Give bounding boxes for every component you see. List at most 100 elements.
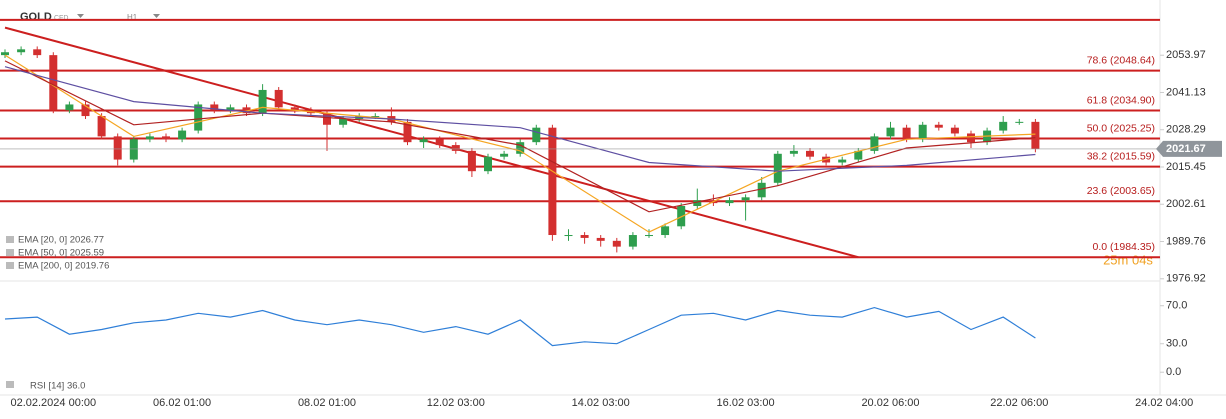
candle-body <box>65 104 74 111</box>
candle-body <box>323 113 331 125</box>
candle-body <box>435 139 444 146</box>
y-tick-label: 1976.92 <box>1166 273 1206 285</box>
ema-line <box>4 66 1036 172</box>
candle-body <box>532 127 541 143</box>
countdown: 25m 04s <box>1103 252 1153 267</box>
candle-body <box>290 107 299 111</box>
x-tick-label: 24.02 04:00 <box>1135 397 1193 409</box>
y-tick-label: 2002.61 <box>1166 198 1206 210</box>
legend-entry: RSI [14] 36.0 <box>30 381 85 392</box>
candle-body <box>33 49 42 56</box>
candle-body <box>661 226 670 236</box>
candle-body <box>967 133 975 143</box>
rsi-line <box>4 306 1036 347</box>
candle-body <box>145 136 154 140</box>
x-tick-label: 02.02.2024 00:00 <box>10 397 96 409</box>
symbol[interactable]: GOLD <box>20 11 52 23</box>
candle-body <box>612 240 621 247</box>
candle-body <box>162 136 170 140</box>
candle-body <box>210 104 219 111</box>
y-tick-label: 0.0 <box>1166 366 1181 378</box>
legend-icon[interactable] <box>6 262 14 269</box>
fib-label: 0.0 (1984.35) <box>1093 241 1155 253</box>
candle-body <box>258 89 267 114</box>
x-tick-label: 08.02 01:00 <box>298 397 356 409</box>
candle-body <box>789 150 798 154</box>
fib-label: 38.2 (2015.59) <box>1087 150 1155 162</box>
timeframe-dropdown[interactable] <box>153 14 160 18</box>
candle-body <box>548 127 557 236</box>
candle-body <box>645 235 653 237</box>
candle-body <box>1031 121 1040 149</box>
candle-body <box>950 127 959 134</box>
trend-line <box>4 26 859 259</box>
candle-body <box>773 153 782 183</box>
candle-body <box>339 118 348 125</box>
candle-body <box>886 127 895 137</box>
candle-body <box>1015 121 1024 123</box>
y-tick-label: 2041.13 <box>1166 86 1206 98</box>
candle-body <box>371 116 380 118</box>
price-tag <box>1156 140 1222 157</box>
ema-line <box>4 60 1036 213</box>
x-tick-label: 12.02 03:00 <box>427 397 485 409</box>
candle-body <box>81 104 90 117</box>
x-tick-label: 22.02 06:00 <box>990 397 1048 409</box>
legend-icon[interactable] <box>6 249 14 256</box>
candle-body <box>918 124 927 140</box>
legend-icon[interactable] <box>6 236 14 243</box>
x-tick-label: 20.02 06:00 <box>861 397 919 409</box>
y-tick-label: 2053.97 <box>1166 49 1206 61</box>
candle-body <box>113 136 122 160</box>
candle-body <box>419 139 428 143</box>
candle-body <box>757 182 766 198</box>
legend-entry: EMA [20, 0] 2026.77 <box>18 235 104 246</box>
candle-body <box>838 159 847 163</box>
candle-body <box>403 121 412 143</box>
candle-body <box>178 130 187 140</box>
y-tick-label: 1989.76 <box>1166 235 1206 247</box>
timeframe[interactable]: H1 <box>127 13 138 22</box>
y-tick-label: 30.0 <box>1166 338 1187 350</box>
legend-entry: EMA [200, 0] 2019.76 <box>18 261 109 272</box>
legend-entry: EMA [50, 0] 2025.59 <box>18 248 104 259</box>
candle-body <box>484 156 492 172</box>
fib-label: 23.6 (2003.65) <box>1087 185 1155 197</box>
y-tick-label: 2028.29 <box>1166 124 1206 136</box>
x-tick-label: 14.02 03:00 <box>572 397 630 409</box>
fib-label: 50.0 (2025.25) <box>1087 122 1155 134</box>
price-tag-label: 2021.67 <box>1166 143 1206 155</box>
candle-body <box>97 116 106 137</box>
candle-body <box>242 107 251 114</box>
candle-body <box>677 206 686 227</box>
candle-body <box>194 104 203 131</box>
candle-body <box>806 150 814 157</box>
candle-body <box>870 136 879 151</box>
candle-body <box>500 153 509 157</box>
candle-body <box>129 139 138 160</box>
candle-body <box>580 235 589 238</box>
candle-body <box>467 150 476 172</box>
ema-line <box>4 54 1036 233</box>
instrument-kind: CFD <box>54 15 68 22</box>
y-tick-label: 70.0 <box>1166 300 1187 312</box>
x-tick-label: 16.02 03:00 <box>717 397 775 409</box>
candle-body <box>564 235 573 237</box>
y-tick-label: 2015.45 <box>1166 161 1206 173</box>
candle-body <box>17 49 26 53</box>
candle-body <box>274 89 283 108</box>
symbol-dropdown[interactable] <box>77 14 84 18</box>
candle-body <box>725 200 734 204</box>
fib-label: 61.8 (2034.90) <box>1087 94 1155 106</box>
candle-body <box>999 121 1008 131</box>
candle-body <box>49 55 58 111</box>
candle-body <box>596 237 605 241</box>
fib-label: 78.6 (2048.64) <box>1087 54 1155 66</box>
candle-body <box>854 150 863 160</box>
candle-body <box>1 52 9 56</box>
candle-body <box>741 197 750 201</box>
legend-icon[interactable] <box>6 381 14 388</box>
candle-body <box>902 127 911 140</box>
x-tick-label: 06.02 01:00 <box>153 397 211 409</box>
